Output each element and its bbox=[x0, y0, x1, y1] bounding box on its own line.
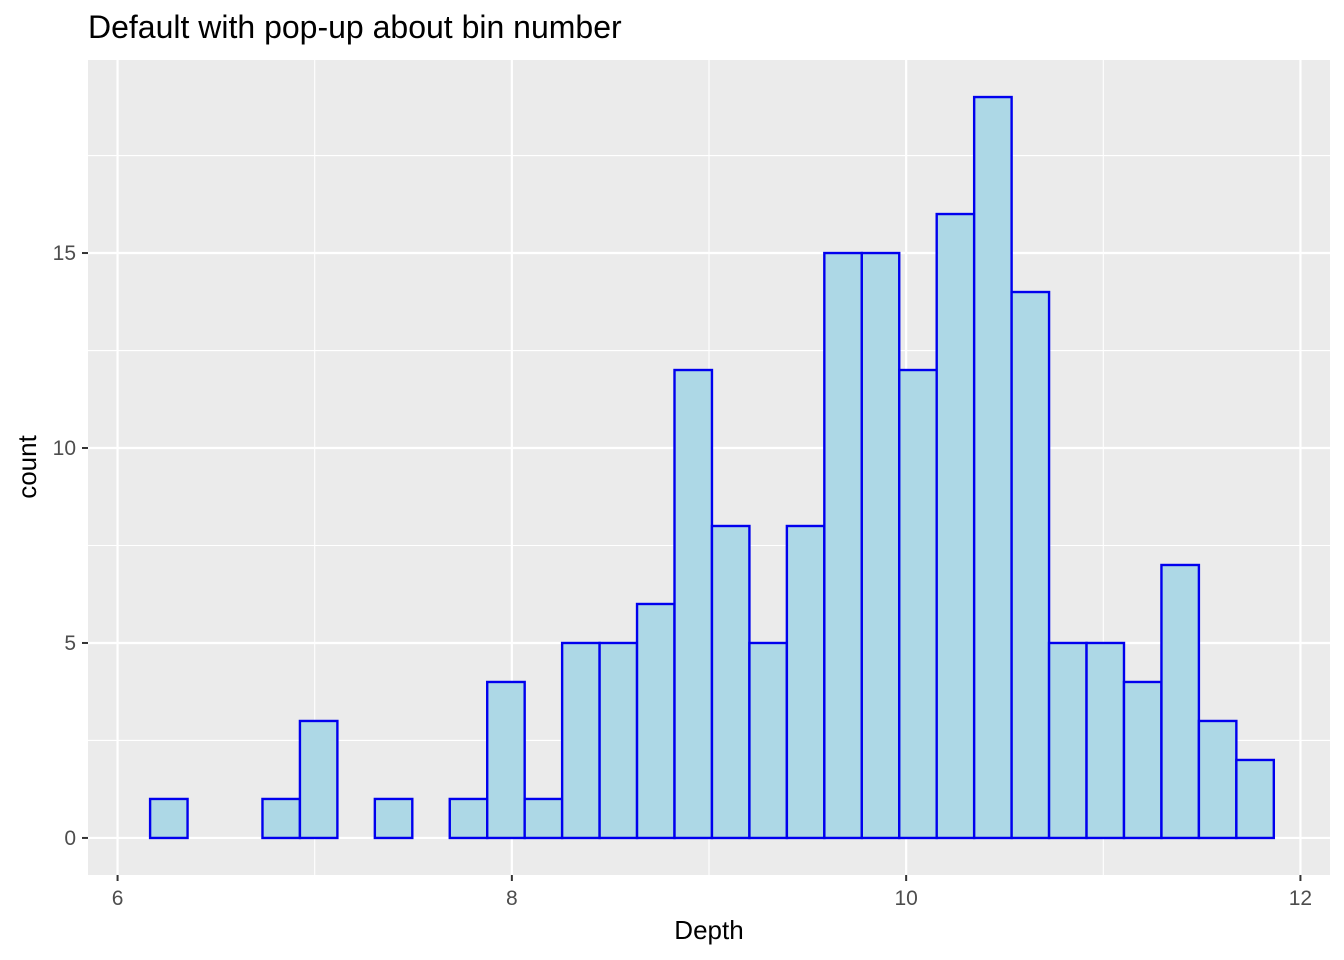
chart-title: Default with pop-up about bin number bbox=[88, 9, 622, 45]
histogram-bars bbox=[148, 95, 1276, 840]
x-tick-label: 12 bbox=[1289, 887, 1312, 910]
x-axis-tick-labels: 6 8 10 12 bbox=[112, 887, 1312, 910]
axis-ticks bbox=[82, 252, 1302, 881]
histogram-bar bbox=[373, 797, 414, 840]
x-tick-label: 10 bbox=[894, 887, 917, 910]
histogram-bar bbox=[748, 641, 789, 840]
y-tick-label: 0 bbox=[64, 827, 76, 850]
histogram-bar bbox=[1122, 680, 1163, 840]
histogram-bar bbox=[1160, 563, 1201, 840]
histogram-bar bbox=[1235, 758, 1276, 840]
histogram-bar bbox=[898, 368, 938, 840]
histogram-bar bbox=[972, 95, 1013, 840]
histogram-bar bbox=[598, 641, 639, 840]
histogram-bar bbox=[673, 368, 714, 840]
histogram-bar bbox=[486, 680, 526, 840]
x-tick-label: 8 bbox=[506, 887, 518, 910]
histogram-bar bbox=[710, 524, 751, 840]
histogram-bar bbox=[261, 797, 302, 840]
histogram-bar bbox=[298, 719, 339, 840]
y-tick-label: 10 bbox=[53, 437, 76, 460]
y-tick-label: 15 bbox=[53, 242, 76, 265]
histogram-bar bbox=[860, 251, 901, 840]
histogram-bar bbox=[523, 797, 564, 840]
x-axis-label: Depth bbox=[674, 915, 743, 945]
histogram-bar bbox=[823, 251, 863, 840]
histogram-bar bbox=[785, 524, 826, 840]
histogram-bar bbox=[148, 797, 189, 840]
x-tick-label: 6 bbox=[112, 887, 124, 910]
histogram-bar bbox=[1010, 290, 1051, 840]
histogram-bar bbox=[1197, 719, 1238, 840]
y-axis-label: count bbox=[12, 434, 42, 498]
histogram-bar bbox=[1085, 641, 1126, 840]
histogram-bar bbox=[1047, 641, 1088, 840]
histogram-bar bbox=[935, 212, 976, 840]
y-axis-tick-labels: 0 5 10 15 bbox=[53, 242, 76, 850]
histogram-bar bbox=[635, 602, 676, 840]
histogram-bar bbox=[448, 797, 489, 840]
y-tick-label: 5 bbox=[64, 632, 76, 655]
histogram-bar bbox=[560, 641, 601, 840]
